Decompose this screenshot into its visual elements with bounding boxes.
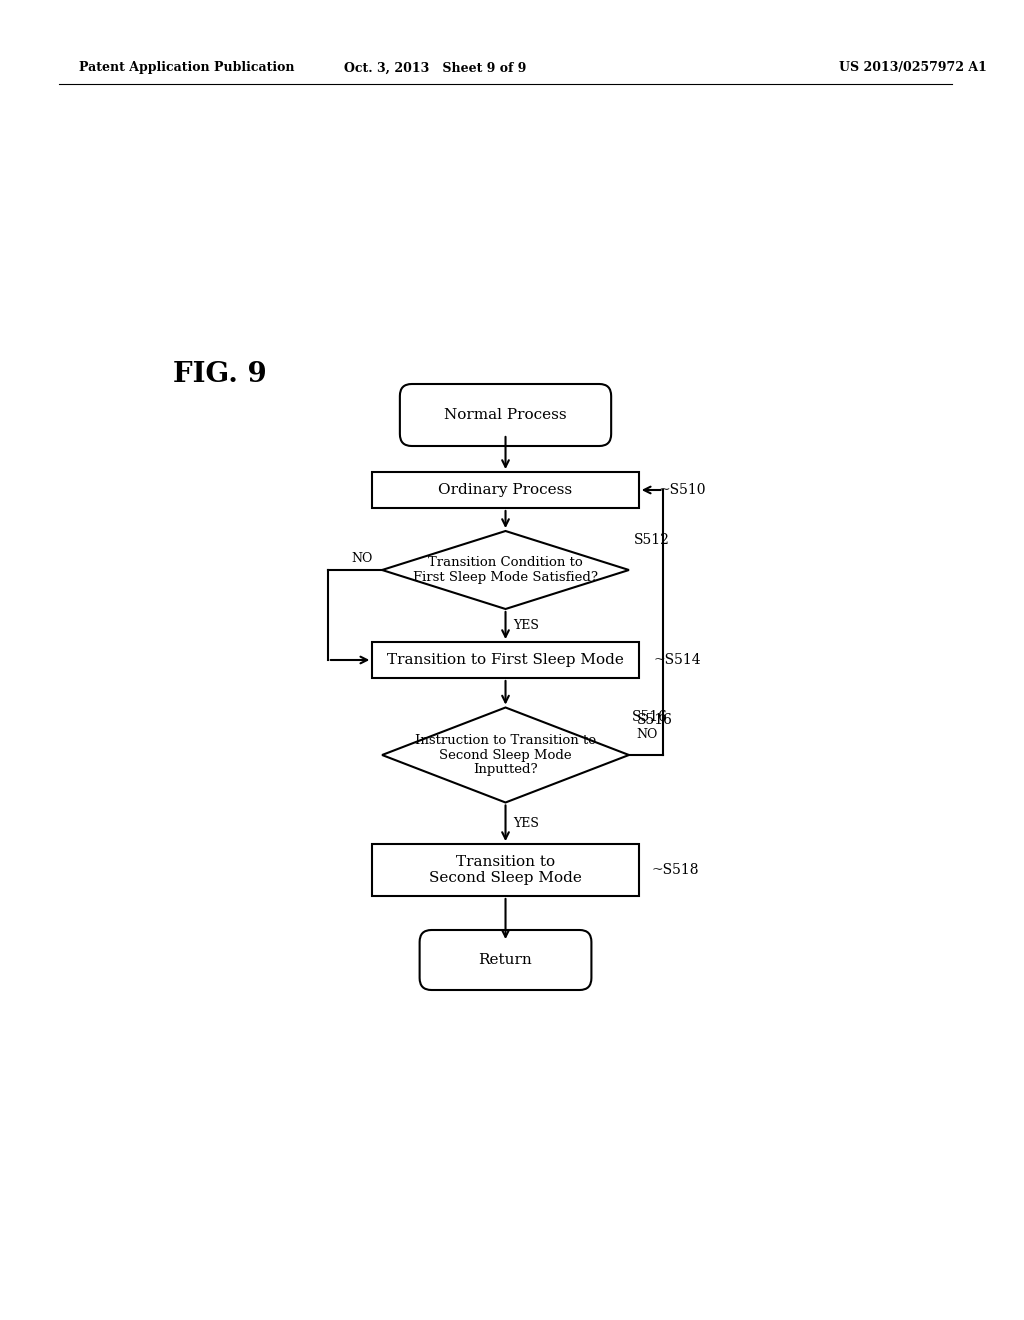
Text: FIG. 9: FIG. 9: [173, 362, 266, 388]
Polygon shape: [382, 708, 629, 803]
Text: Normal Process: Normal Process: [444, 408, 567, 422]
Text: ~S514: ~S514: [653, 653, 701, 667]
Bar: [373, 843, 639, 896]
Text: Patent Application Publication: Patent Application Publication: [79, 62, 295, 74]
Text: NO: NO: [637, 729, 658, 742]
Text: Return: Return: [478, 953, 532, 968]
Text: Ordinary Process: Ordinary Process: [438, 483, 572, 498]
Bar: [373, 642, 639, 678]
Text: ~S510: ~S510: [658, 483, 707, 498]
Text: Transition Condition to
First Sleep Mode Satisfied?: Transition Condition to First Sleep Mode…: [413, 556, 598, 583]
Text: NO: NO: [351, 552, 373, 565]
Text: US 2013/0257972 A1: US 2013/0257972 A1: [839, 62, 987, 74]
Text: YES: YES: [513, 619, 540, 632]
Text: Transition to First Sleep Mode: Transition to First Sleep Mode: [387, 653, 624, 667]
Bar: [373, 473, 639, 508]
Text: YES: YES: [513, 817, 540, 830]
Text: S516: S516: [632, 710, 668, 723]
Polygon shape: [382, 531, 629, 609]
FancyBboxPatch shape: [420, 931, 592, 990]
Text: S512: S512: [634, 533, 670, 546]
Text: ~S518: ~S518: [651, 863, 699, 876]
Text: Instruction to Transition to
Second Sleep Mode
Inputted?: Instruction to Transition to Second Slee…: [415, 734, 596, 776]
FancyBboxPatch shape: [400, 384, 611, 446]
Text: Transition to
Second Sleep Mode: Transition to Second Sleep Mode: [429, 855, 582, 886]
Text: Oct. 3, 2013   Sheet 9 of 9: Oct. 3, 2013 Sheet 9 of 9: [344, 62, 526, 74]
Text: S516: S516: [637, 713, 673, 727]
